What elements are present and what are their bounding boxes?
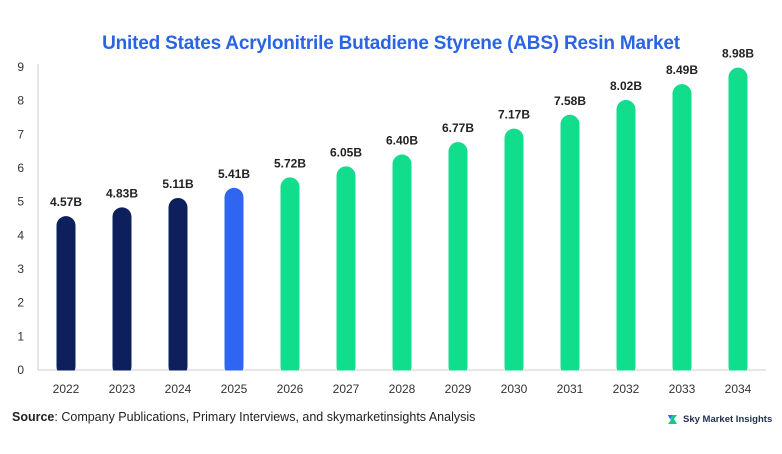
- data-label-2031: 7.58B: [554, 94, 586, 108]
- axis-mask: [39, 370, 767, 379]
- y-tick-label: 7: [17, 127, 24, 141]
- data-label-2023: 4.83B: [106, 186, 138, 200]
- bar-2031: [560, 114, 580, 376]
- bar-2025: [224, 187, 244, 376]
- bar-2032: [616, 99, 636, 376]
- bar-2028: [392, 154, 412, 376]
- source-text: : Company Publications, Primary Intervie…: [54, 410, 476, 424]
- data-label-2028: 6.40B: [386, 134, 418, 148]
- bars: [39, 67, 767, 379]
- source-note: Source: Company Publications, Primary In…: [12, 410, 475, 424]
- brand-icon: [668, 415, 677, 424]
- x-tick-label-2024: 2024: [165, 382, 192, 396]
- x-tick-label-2026: 2026: [277, 382, 304, 396]
- data-labels: 4.57B 4.83B 5.11B 5.41B 5.72B 6.05B 6.40B 6.77B…: [50, 47, 754, 209]
- data-label-2022: 4.57B: [50, 195, 82, 209]
- bar-2033: [672, 84, 692, 377]
- bar-2034: [728, 67, 748, 376]
- data-label-2024: 5.11B: [162, 177, 194, 191]
- y-tick-label: 8: [17, 94, 24, 108]
- source-label: Source: [12, 410, 55, 424]
- data-label-2032: 8.02B: [610, 79, 642, 93]
- x-tick-label-2033: 2033: [669, 382, 696, 396]
- y-tick-label: 1: [17, 329, 24, 343]
- x-tick-label-2029: 2029: [445, 382, 472, 396]
- data-label-2029: 6.77B: [442, 121, 474, 135]
- y-tick-label: 2: [17, 296, 24, 310]
- bar-2030: [504, 128, 524, 376]
- x-tick-label-2031: 2031: [557, 382, 584, 396]
- x-tick-label-2028: 2028: [389, 382, 416, 396]
- bar-2024: [168, 197, 188, 376]
- x-tick-labels: 2022 2023 2024 2025 2026 2027 2028 2029 2030 2031…: [53, 382, 752, 396]
- data-label-2025: 5.41B: [218, 167, 250, 181]
- y-tick-labels: 0 1 2 3 4 5 6 7 8 9: [17, 60, 24, 377]
- y-tick-label: 6: [17, 161, 24, 175]
- bar-2029: [448, 142, 468, 376]
- data-label-2034: 8.98B: [722, 47, 754, 61]
- x-tick-label-2027: 2027: [333, 382, 360, 396]
- bar-2026: [280, 177, 300, 376]
- x-tick-label-2034: 2034: [725, 382, 752, 396]
- y-tick-label: 9: [17, 60, 24, 74]
- x-tick-label-2025: 2025: [221, 382, 248, 396]
- y-tick-label: 3: [17, 262, 24, 276]
- x-tick-label-2023: 2023: [109, 382, 136, 396]
- bar-2027: [336, 166, 356, 376]
- y-tick-label: 4: [17, 228, 24, 242]
- data-label-2033: 8.49B: [666, 63, 698, 77]
- x-tick-label-2022: 2022: [53, 382, 80, 396]
- brand-name: Sky Market Insights: [683, 414, 773, 425]
- bar-2023: [112, 207, 132, 376]
- chart-title: United States Acrylonitrile Butadiene St…: [102, 33, 680, 54]
- bar-chart: 0 1 2 3 4 5 6 7 8 9 4.57B 4.83B 5.11B 5.41B 5.72B 6.05…: [17, 47, 767, 396]
- bar-2022: [56, 216, 76, 376]
- data-label-2026: 5.72B: [274, 156, 306, 170]
- y-tick-label: 0: [17, 363, 24, 377]
- data-label-2027: 6.05B: [330, 145, 362, 159]
- x-tick-label-2032: 2032: [613, 382, 640, 396]
- x-tick-label-2030: 2030: [501, 382, 528, 396]
- data-label-2030: 7.17B: [498, 108, 530, 122]
- y-tick-label: 5: [17, 195, 24, 209]
- brand-logo: Sky Market Insights: [666, 413, 772, 426]
